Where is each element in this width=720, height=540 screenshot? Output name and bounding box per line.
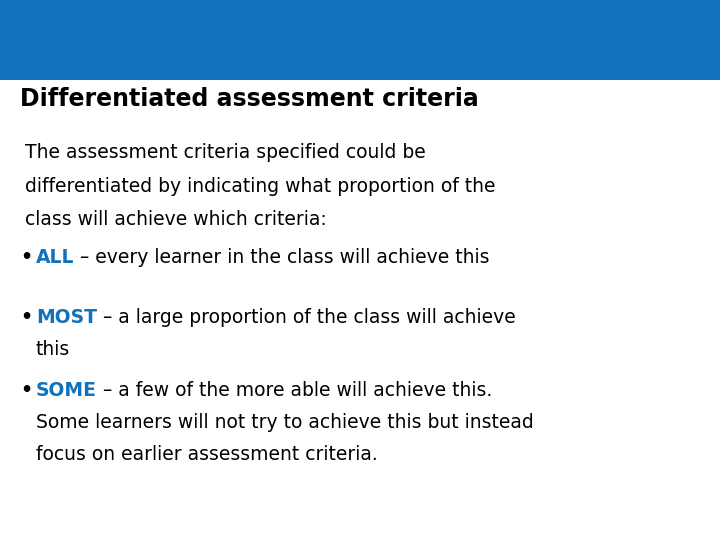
- Text: •: •: [20, 308, 32, 327]
- Text: MOST: MOST: [36, 308, 97, 327]
- Text: Differentiated assessment criteria: Differentiated assessment criteria: [20, 87, 479, 111]
- Text: class will achieve which criteria:: class will achieve which criteria:: [25, 210, 327, 229]
- Text: focus on earlier assessment criteria.: focus on earlier assessment criteria.: [36, 446, 378, 464]
- Text: – a large proportion of the class will achieve: – a large proportion of the class will a…: [97, 308, 516, 327]
- Text: ALL: ALL: [36, 248, 74, 267]
- Text: this: this: [36, 340, 71, 359]
- Text: •: •: [20, 381, 32, 400]
- Text: The assessment criteria specified could be: The assessment criteria specified could …: [25, 143, 426, 162]
- Text: •: •: [20, 248, 32, 267]
- Text: SOME: SOME: [36, 381, 97, 400]
- Text: Some learners will not try to achieve this but instead: Some learners will not try to achieve th…: [36, 413, 534, 432]
- Text: differentiated by indicating what proportion of the: differentiated by indicating what propor…: [25, 177, 495, 195]
- Text: – every learner in the class will achieve this: – every learner in the class will achiev…: [74, 248, 490, 267]
- Text: – a few of the more able will achieve this.: – a few of the more able will achieve th…: [97, 381, 492, 400]
- Bar: [0, 0, 720, 80]
